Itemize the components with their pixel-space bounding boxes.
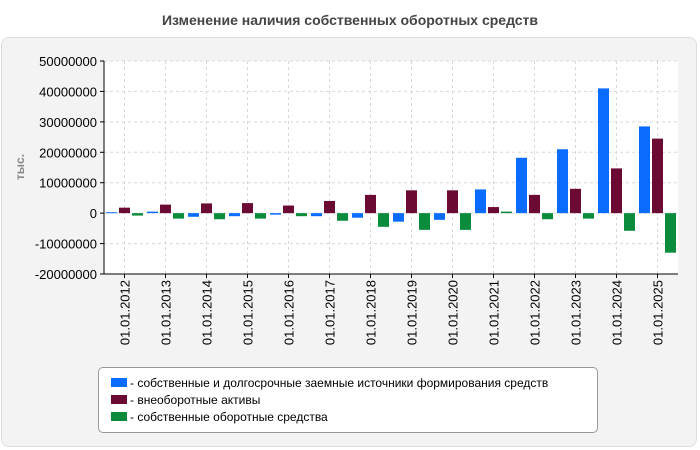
bar-series-1 <box>557 149 568 214</box>
bar-series-1 <box>147 211 158 214</box>
bar-series-2 <box>488 207 499 214</box>
x-tick-label: 01.01.2021 <box>487 280 502 345</box>
bar-series-1 <box>270 213 281 215</box>
bar-series-3 <box>132 213 143 216</box>
x-tick-label: 01.01.2025 <box>651 280 666 345</box>
x-tick-label: 01.01.2022 <box>528 280 543 345</box>
bar-series-2 <box>119 207 130 214</box>
x-tick-label: 01.01.2017 <box>323 280 338 345</box>
legend-swatch-series-1 <box>111 378 127 387</box>
bar-series-2 <box>406 190 417 214</box>
legend-item-series-2: - внеоборотные активы <box>111 391 597 408</box>
bar-series-2 <box>611 168 622 214</box>
y-tick-label: -10000000 <box>35 237 97 252</box>
bar-series-3 <box>419 213 430 230</box>
legend-label-series-1: - собственные и долгосрочные заемные ист… <box>130 375 549 390</box>
bar-series-1 <box>229 213 240 217</box>
bar-series-2 <box>365 194 376 214</box>
bar-series-1 <box>352 213 363 218</box>
bar-series-3 <box>214 213 225 220</box>
bar-series-3 <box>665 213 676 253</box>
legend-item-series-1: - собственные и долгосрочные заемные ист… <box>111 374 597 391</box>
bar-series-2 <box>447 190 458 214</box>
y-axis-label: тыс. <box>13 154 27 180</box>
y-tick-label: 0 <box>90 206 97 221</box>
chart-title: Изменение наличия собственных оборотных … <box>161 12 539 28</box>
bar-series-1 <box>475 189 486 214</box>
bar-series-2 <box>242 203 253 214</box>
legend-swatch-series-3 <box>111 412 127 421</box>
bar-series-3 <box>542 213 553 220</box>
y-tick-label: 50000000 <box>39 54 97 69</box>
bar-series-3 <box>337 213 348 221</box>
x-tick-label: 01.01.2016 <box>282 280 297 345</box>
bar-series-1 <box>188 213 199 217</box>
bar-series-1 <box>393 213 404 222</box>
legend-label-series-3: - собственные оборотные средства <box>130 409 328 424</box>
bar-series-2 <box>201 203 212 214</box>
bar-series-2 <box>324 200 335 214</box>
bar-series-3 <box>624 213 635 231</box>
x-tick-label: 01.01.2023 <box>569 280 584 345</box>
plot-area <box>104 61 678 274</box>
legend: - собственные и долгосрочные заемные ист… <box>98 367 598 433</box>
x-tick-label: 01.01.2013 <box>159 280 174 345</box>
y-tick-label: 30000000 <box>39 115 97 130</box>
x-tick-label: 01.01.2018 <box>364 280 379 345</box>
y-tick-label: 10000000 <box>39 176 97 191</box>
x-tick-label: 01.01.2012 <box>118 280 133 345</box>
bar-series-3 <box>460 213 471 230</box>
y-tick-label: -20000000 <box>35 267 97 282</box>
bar-series-1 <box>598 88 609 214</box>
bar-series-1 <box>434 213 445 220</box>
bar-series-3 <box>501 211 512 214</box>
x-tick-label: 01.01.2015 <box>241 280 256 345</box>
bar-series-3 <box>296 213 307 217</box>
y-tick-label: 40000000 <box>39 84 97 99</box>
bar-series-3 <box>255 213 266 219</box>
x-tick-label: 01.01.2024 <box>610 280 625 345</box>
bar-series-3 <box>583 213 594 219</box>
legend-item-series-3: - собственные оборотные средства <box>111 408 597 425</box>
bar-series-2 <box>652 138 663 214</box>
x-tick-label: 01.01.2020 <box>446 280 461 345</box>
bar-series-1 <box>311 213 322 217</box>
legend-swatch-series-2 <box>111 395 127 404</box>
bar-series-3 <box>378 213 389 227</box>
bar-series-1 <box>106 212 117 214</box>
bar-series-2 <box>160 204 171 214</box>
bar-series-3 <box>173 213 184 219</box>
bar-series-2 <box>529 194 540 214</box>
x-tick-label: 01.01.2014 <box>200 280 215 345</box>
bar-series-1 <box>639 126 650 214</box>
bar-series-2 <box>283 205 294 214</box>
bar-series-2 <box>570 188 581 214</box>
bar-series-1 <box>516 157 527 214</box>
legend-label-series-2: - внеоборотные активы <box>130 392 261 407</box>
x-tick-label: 01.01.2019 <box>405 280 420 345</box>
y-tick-label: 20000000 <box>39 145 97 160</box>
